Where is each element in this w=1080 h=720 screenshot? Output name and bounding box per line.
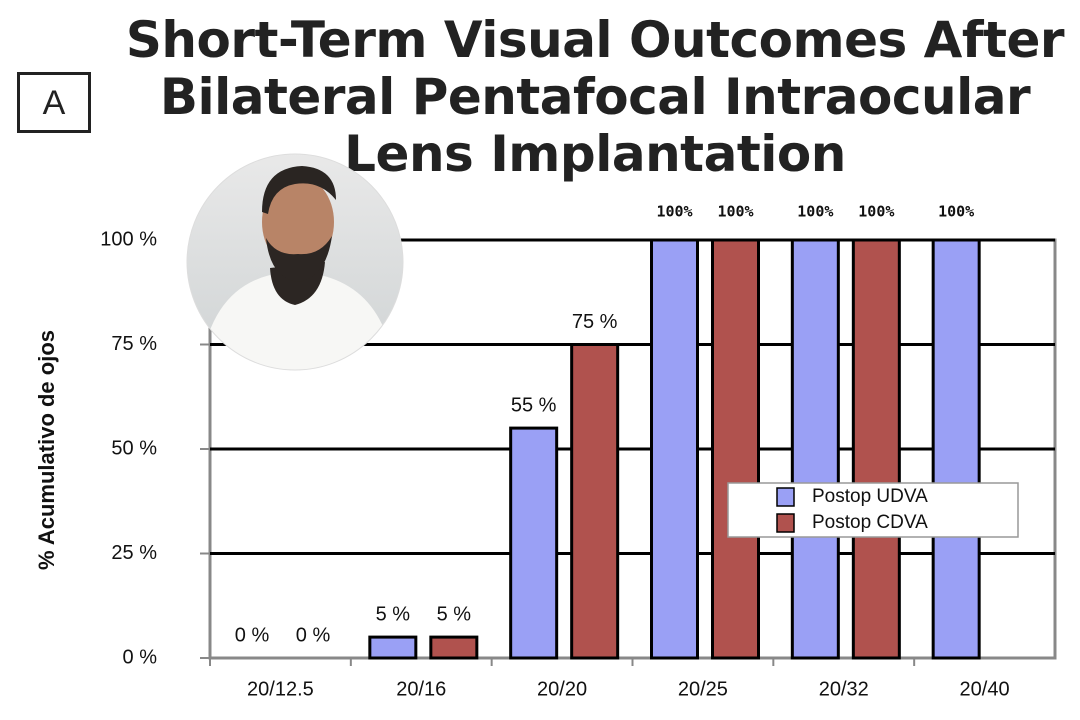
legend-swatch: [776, 513, 795, 533]
value-label: 0 %: [296, 624, 331, 646]
photo-frame: [186, 153, 404, 371]
y-tick-label: 50 %: [111, 437, 157, 459]
legend-label: Postop CDVA: [812, 512, 928, 533]
value-label: 5 %: [437, 603, 472, 625]
value-label: 100%: [656, 203, 692, 221]
x-tick-label: 20/32: [819, 678, 869, 700]
value-label: 100%: [858, 203, 894, 221]
panel-label: A: [17, 72, 91, 133]
legend-label: Postop UDVA: [812, 486, 928, 507]
bar: [711, 238, 760, 660]
y-tick-label: 75 %: [111, 333, 157, 355]
value-label: 55 %: [511, 394, 557, 416]
y-tick-label: 25 %: [111, 542, 157, 564]
plot-area: [200, 238, 1057, 666]
x-tick-label: 20/16: [396, 678, 446, 700]
legend-swatch: [776, 487, 795, 507]
bar: [650, 238, 699, 660]
chart-title: Short-Term Visual Outcomes After Bilater…: [125, 11, 1065, 183]
legend: Postop UDVA Postop CDVA: [727, 482, 1019, 538]
bar: [851, 238, 901, 660]
value-label: 100%: [797, 203, 833, 221]
photo: [187, 154, 403, 370]
y-tick-label: 0 %: [123, 646, 158, 668]
bar: [570, 343, 620, 660]
value-label: 75 %: [572, 311, 618, 333]
y-axis-label: % Acumulativo de ojos: [34, 330, 59, 570]
bar: [931, 238, 981, 660]
value-label: 100%: [717, 203, 753, 221]
x-tick-label: 20/12.5: [247, 678, 314, 700]
bar: [368, 635, 418, 660]
x-tick-label: 20/25: [678, 678, 728, 700]
value-label: 100%: [938, 203, 974, 221]
x-tick-label: 20/20: [537, 678, 587, 700]
x-tick-label: 20/40: [960, 678, 1010, 700]
bar: [509, 426, 559, 660]
value-label: 0 %: [235, 624, 270, 646]
value-label: 5 %: [376, 603, 411, 625]
y-tick-label: 100 %: [100, 228, 157, 250]
bar: [790, 238, 840, 660]
bar: [429, 635, 479, 660]
